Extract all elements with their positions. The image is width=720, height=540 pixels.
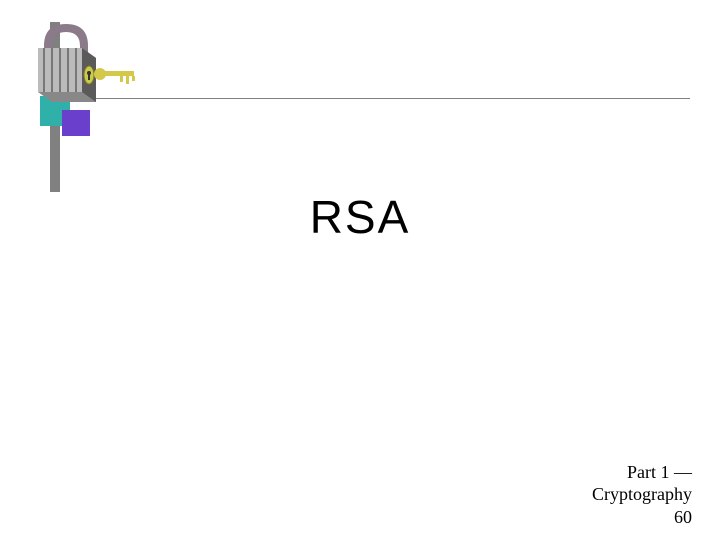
slide-title: RSA [0,190,720,244]
footer-topic-label: Cryptography [592,483,692,506]
shackle-icon [44,24,88,52]
padlock-key-icon [22,18,152,138]
purple-square-icon [62,110,90,136]
key-icon [94,68,135,84]
footer-page-number: 60 [592,506,692,529]
padlock-body-icon [38,48,96,102]
slide-footer: Part 1 — Cryptography 60 [592,461,692,529]
footer-part-label: Part 1 — [592,461,692,484]
